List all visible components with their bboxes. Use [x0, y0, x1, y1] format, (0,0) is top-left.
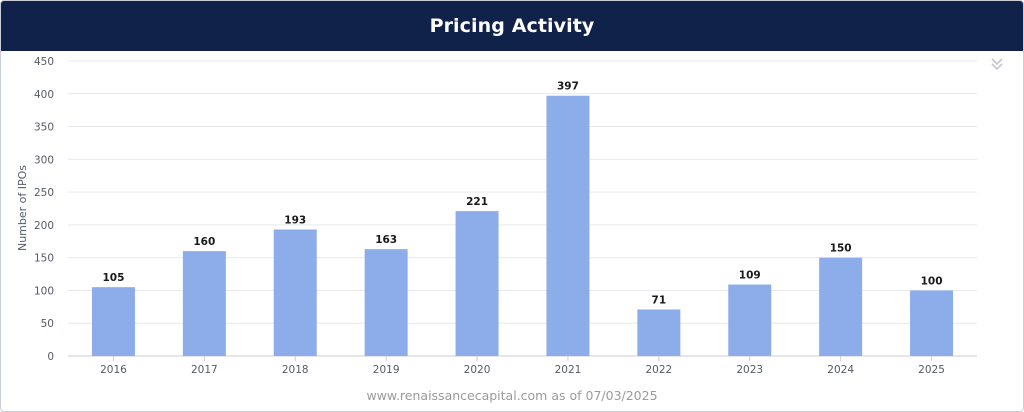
y-tick-label: 400 — [34, 89, 54, 101]
x-tick-label: 2024 — [827, 364, 854, 376]
y-tick-label: 200 — [34, 220, 54, 232]
data-labels: 105 160 193 163 221 397 71 109 150 100 — [102, 81, 942, 307]
x-tick-label: 2018 — [282, 364, 309, 376]
x-tick-label: 2025 — [918, 364, 945, 376]
y-tick-label: 150 — [34, 253, 54, 265]
bar[interactable] — [546, 95, 590, 356]
y-tick-label: 350 — [34, 122, 54, 134]
chart-title: Pricing Activity — [429, 15, 595, 37]
bar[interactable] — [455, 211, 499, 356]
data-label: 193 — [284, 214, 306, 226]
bar[interactable] — [910, 290, 954, 356]
y-tick-label: 300 — [34, 154, 54, 166]
data-label: 221 — [466, 196, 488, 208]
x-tick-label: 2020 — [464, 364, 491, 376]
bar[interactable] — [273, 229, 317, 356]
y-tick-label: 0 — [47, 351, 54, 363]
source-footer: www.renaissancecapital.com as of 07/03/2… — [366, 388, 658, 403]
bar[interactable] — [364, 249, 408, 356]
data-label: 160 — [193, 236, 215, 248]
data-label: 163 — [375, 234, 397, 246]
x-tick-label: 2023 — [736, 364, 763, 376]
y-tick-label: 100 — [34, 285, 54, 297]
bar[interactable] — [728, 284, 772, 356]
double-chevron-down-icon[interactable] — [989, 56, 1005, 72]
y-tick-label: 250 — [34, 187, 54, 199]
bar-chart: 0 50 100 150 200 250 300 350 400 450 105 160 193 163… — [16, 56, 977, 376]
data-label: 109 — [739, 270, 761, 282]
bar[interactable] — [182, 251, 226, 356]
x-tick-label: 2019 — [373, 364, 400, 376]
y-axis-label: Number of IPOs — [16, 165, 29, 251]
x-tick-label: 2016 — [100, 364, 127, 376]
bar[interactable] — [91, 287, 135, 356]
data-label: 71 — [652, 294, 667, 306]
chart-header: Pricing Activity — [1, 1, 1023, 51]
bars — [91, 95, 954, 356]
data-label: 105 — [102, 272, 124, 284]
y-tick-label: 50 — [41, 318, 54, 330]
y-tick-label: 450 — [34, 56, 54, 68]
bar[interactable] — [637, 309, 681, 356]
data-label: 150 — [830, 243, 852, 255]
y-axis-ticks: 0 50 100 150 200 250 300 350 400 450 — [34, 56, 54, 363]
data-label: 397 — [557, 81, 579, 93]
x-axis-ticks: 2016 2017 2018 2019 2020 2021 2022 2023 2024 2025 — [100, 356, 945, 376]
x-tick-label: 2017 — [191, 364, 218, 376]
data-label: 100 — [921, 275, 943, 287]
x-tick-label: 2021 — [555, 364, 582, 376]
bar[interactable] — [819, 257, 863, 356]
x-tick-label: 2022 — [645, 364, 672, 376]
